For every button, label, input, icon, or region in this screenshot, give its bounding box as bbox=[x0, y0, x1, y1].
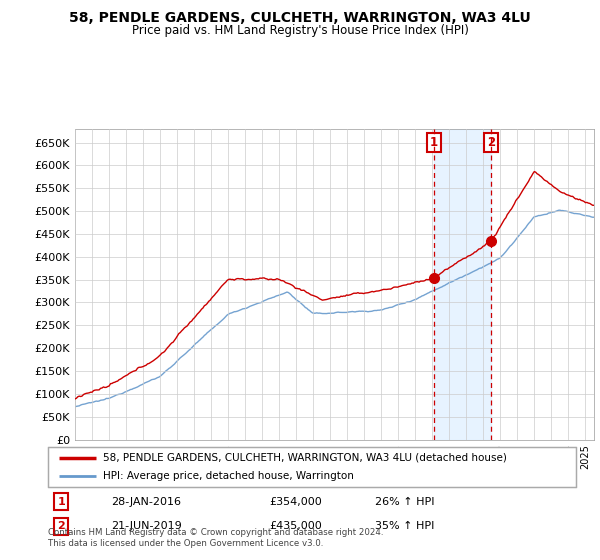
Text: £435,000: £435,000 bbox=[270, 521, 323, 531]
Text: HPI: Average price, detached house, Warrington: HPI: Average price, detached house, Warr… bbox=[103, 472, 355, 481]
Text: 26% ↑ HPI: 26% ↑ HPI bbox=[376, 497, 435, 507]
Text: 28-JAN-2016: 28-JAN-2016 bbox=[112, 497, 181, 507]
Text: 58, PENDLE GARDENS, CULCHETH, WARRINGTON, WA3 4LU: 58, PENDLE GARDENS, CULCHETH, WARRINGTON… bbox=[69, 11, 531, 25]
Text: 2: 2 bbox=[58, 521, 65, 531]
Text: £354,000: £354,000 bbox=[270, 497, 323, 507]
Bar bbox=[434, 129, 491, 440]
Text: 35% ↑ HPI: 35% ↑ HPI bbox=[376, 521, 435, 531]
Text: 58, PENDLE GARDENS, CULCHETH, WARRINGTON, WA3 4LU (detached house): 58, PENDLE GARDENS, CULCHETH, WARRINGTON… bbox=[103, 453, 508, 463]
Text: 1: 1 bbox=[430, 136, 438, 150]
Text: Price paid vs. HM Land Registry's House Price Index (HPI): Price paid vs. HM Land Registry's House … bbox=[131, 24, 469, 37]
Text: Contains HM Land Registry data © Crown copyright and database right 2024.
This d: Contains HM Land Registry data © Crown c… bbox=[48, 528, 383, 548]
Text: 1: 1 bbox=[58, 497, 65, 507]
Text: 2: 2 bbox=[487, 136, 496, 150]
Text: 21-JUN-2019: 21-JUN-2019 bbox=[112, 521, 182, 531]
